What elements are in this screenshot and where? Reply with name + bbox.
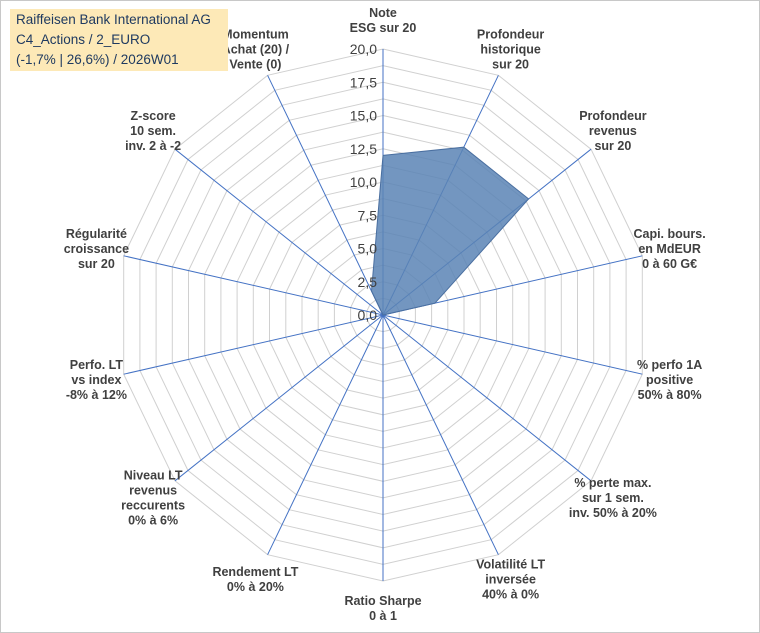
axis-label: Rendement LT 0% à 20%: [212, 565, 298, 594]
axis-label-line: 0% à 6%: [128, 513, 178, 527]
series-area: [370, 146, 530, 316]
axis-label-line: Ratio Sharpe: [344, 594, 421, 608]
axis-label-line: positive: [646, 373, 693, 387]
axis-label-line: sur 1 sem.: [582, 491, 644, 505]
axis-label-line: historique: [480, 43, 540, 57]
axis-label-line: Vente (0): [229, 58, 281, 72]
axis-label: Perfo. LT vs index -8% à 12%: [66, 358, 127, 402]
chart-subtitle: C4_Actions / 2_EURO: [16, 32, 151, 47]
axis-label-line: inversée: [485, 572, 536, 586]
axis-spoke: [382, 314, 499, 555]
radar-axis-labels: Note ESG sur 20 Profondeur historique sur 20…: [64, 6, 706, 623]
axis-label: Profondeur historique sur 20: [477, 28, 544, 72]
axis-label-line: en MdEUR: [638, 242, 701, 256]
tick-label: 10,0: [350, 174, 377, 190]
radar-series: [370, 146, 530, 316]
axis-label-line: % perfo 1A: [637, 358, 702, 372]
axis-label-line: 0% à 20%: [227, 580, 284, 594]
axis-label-line: sur 20: [78, 257, 115, 271]
axis-spoke: [123, 255, 384, 316]
axis-label: % perfo 1A positive 50% à 80%: [637, 358, 702, 402]
axis-label-line: Profondeur: [579, 109, 646, 123]
axis-spoke: [267, 314, 384, 555]
axis-label-line: Note: [369, 6, 397, 20]
axis-spoke: [382, 314, 643, 375]
axis-label-line: vs index: [71, 373, 121, 387]
axis-label-line: 50% à 80%: [638, 388, 702, 402]
axis-label: Régularité croissance sur 20: [64, 227, 129, 271]
axis-label-line: Volatilité LT: [476, 557, 545, 571]
axis-label-line: reccurents: [121, 498, 185, 512]
axis-label-line: Achat (20) /: [222, 43, 290, 57]
tick-label: 5,0: [358, 241, 378, 257]
chart-title: Raiffeisen Bank International AG: [16, 12, 211, 27]
chart-info: (-1,7% | 26,6%) / 2026W01: [16, 52, 179, 67]
axis-label-line: sur 20: [492, 58, 529, 72]
axis-label-line: ESG sur 20: [350, 21, 417, 35]
tick-label: 12,5: [350, 141, 377, 157]
axis-label-line: Z-score: [131, 109, 176, 123]
axis-label-line: sur 20: [594, 139, 631, 153]
tick-label: 7,5: [358, 207, 378, 223]
axis-label: Z-score 10 sem. inv. 2 à -2: [125, 109, 181, 153]
axis-label-line: Capi. bours.: [633, 227, 705, 241]
tick-label: 17,5: [350, 74, 377, 90]
axis-label-line: Rendement LT: [212, 565, 298, 579]
axis-spoke: [123, 314, 384, 375]
axis-label: Note ESG sur 20: [350, 6, 417, 35]
chart-title-box: Raiffeisen Bank International AG C4_Acti…: [10, 9, 228, 71]
axis-label-line: Régularité: [66, 227, 127, 241]
axis-label-line: inv. 50% à 20%: [569, 506, 657, 520]
axis-label: Profondeur revenus sur 20: [579, 109, 646, 153]
axis-label-line: croissance: [64, 242, 129, 256]
axis-label: Volatilité LT inversée 40% à 0%: [476, 557, 545, 601]
axis-label-line: revenus: [129, 483, 177, 497]
axis-label: Momentum Achat (20) / Vente (0): [222, 28, 290, 72]
axis-label-line: Niveau LT: [124, 468, 183, 482]
tick-label: 20,0: [350, 41, 377, 57]
axis-label-line: 10 sem.: [130, 124, 176, 138]
axis-label-line: % perte max.: [574, 476, 651, 490]
tick-label: 15,0: [350, 108, 377, 124]
axis-label-line: 40% à 0%: [482, 587, 539, 601]
axis-label-line: revenus: [589, 124, 637, 138]
axis-label: Niveau LT revenus reccurents 0% à 6%: [121, 468, 185, 527]
radar-tick-labels: 0,0 2,5 5,0 7,5 10,0 12,5 15,0 17,5 20,0: [350, 41, 377, 323]
axis-label: Capi. bours. en MdEUR 0 à 60 G€: [633, 227, 705, 271]
axis-label-line: 0 à 60 G€: [642, 257, 697, 271]
axis-label-line: Perfo. LT: [70, 358, 124, 372]
axis-label-line: inv. 2 à -2: [125, 139, 181, 153]
tick-label: 0,0: [358, 307, 378, 323]
axis-spoke: [267, 75, 384, 316]
axis-label-line: Momentum: [222, 28, 289, 42]
axis-label-line: -8% à 12%: [66, 388, 127, 402]
axis-label: Ratio Sharpe 0 à 1: [344, 594, 421, 623]
axis-label-line: 0 à 1: [369, 609, 397, 623]
axis-spoke: [174, 148, 384, 316]
tick-label: 2,5: [358, 274, 378, 290]
axis-label: % perte max. sur 1 sem. inv. 50% à 20%: [569, 476, 657, 520]
axis-spoke: [174, 314, 384, 482]
axis-spoke: [382, 314, 592, 482]
axis-label-line: Profondeur: [477, 28, 544, 42]
